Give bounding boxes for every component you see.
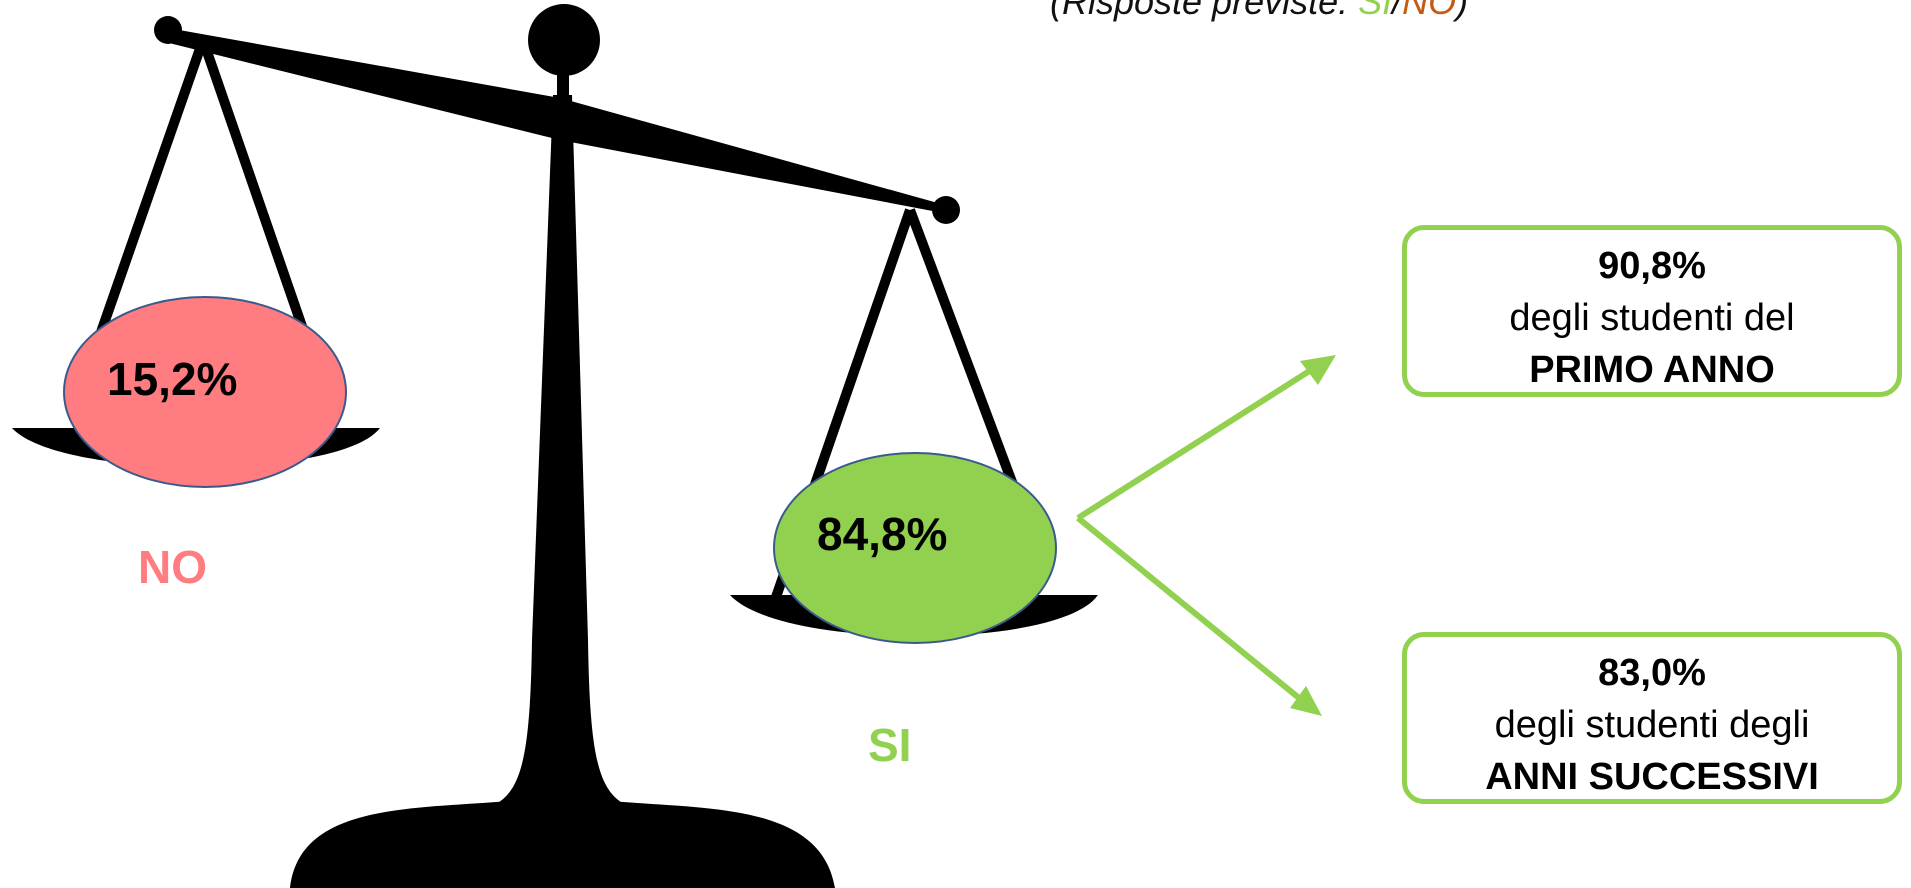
info-box-later-years: 83,0% degli studenti degli ANNI SUCCESSI… (1402, 632, 1902, 804)
left-string-b (198, 38, 310, 337)
arrow-down-line (1076, 515, 1312, 710)
scale-beam (165, 28, 945, 213)
later-years-desc: degli studenti degli (1494, 704, 1810, 746)
arrow-up-line (1076, 360, 1324, 521)
yes-ellipse (773, 452, 1057, 644)
subtitle-yes: SI (1358, 0, 1393, 22)
info-box-first-year: 90,8% degli studenti del PRIMO ANNO (1402, 225, 1902, 397)
beam-end-left (154, 16, 182, 44)
subtitle-no: NO (1402, 0, 1457, 22)
no-percent: 15,2% (107, 353, 238, 405)
subtitle: (Risposte previste: SI/NO) (1050, 0, 1468, 22)
beam-end-right (932, 196, 960, 224)
yes-percent: 84,8% (817, 508, 948, 560)
no-label: NO (138, 541, 207, 593)
right-string-b (905, 208, 1020, 492)
no-ellipse (63, 296, 347, 488)
subtitle-suffix: ) (1456, 0, 1469, 22)
left-string-a (95, 38, 208, 337)
first-year-group: PRIMO ANNO (1529, 349, 1775, 391)
subtitle-sep: / (1392, 0, 1403, 22)
first-year-value: 90,8% (1598, 245, 1706, 287)
later-years-group: ANNI SUCCESSIVI (1485, 756, 1819, 798)
arrow-up-head (1300, 355, 1336, 385)
first-year-desc: degli studenti del (1509, 297, 1795, 339)
scale-base (290, 800, 835, 888)
subtitle-prefix: (Risposte previste: (1050, 0, 1359, 22)
yes-label: SI (868, 719, 912, 771)
later-years-value: 83,0% (1598, 652, 1706, 694)
scale-knob (528, 4, 600, 76)
scale-knob-neck (557, 60, 569, 110)
scale-pillar (480, 95, 640, 810)
arrow-down-head (1290, 686, 1322, 716)
